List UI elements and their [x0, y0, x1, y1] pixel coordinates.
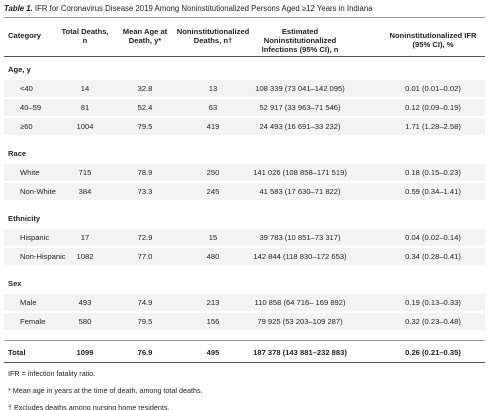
cell: 0.01 (0.01–0.02): [405, 84, 461, 93]
table-title: IFR for Coronavirus Disease 2019 Among N…: [34, 4, 373, 13]
column-header: Category: [8, 31, 41, 40]
cell: 39 783 (10 851–73 317): [259, 233, 341, 242]
cell: 14: [80, 84, 90, 93]
cell: 15: [208, 233, 218, 242]
cell: 156: [206, 317, 220, 326]
row-label: Hispanic: [20, 233, 50, 242]
rule: [4, 362, 485, 363]
cell: 79 925 (53 203–109 287): [257, 317, 343, 326]
row-label: Non-Hispanic: [20, 252, 66, 261]
cell: 1099: [76, 348, 94, 357]
row-band: [4, 313, 485, 330]
cell: 77.0: [137, 252, 153, 261]
row-label: <40: [20, 84, 33, 93]
footnote: IFR = infection fatality ratio.: [8, 369, 96, 378]
section-heading: Age, y: [8, 65, 31, 74]
cell: 213: [206, 298, 220, 307]
cell: 187 378 (143 881–232 883): [253, 348, 347, 357]
rule: [4, 17, 485, 18]
rule: [4, 56, 485, 57]
cell: 0.12 (0.09–0.19): [405, 103, 461, 112]
cell: 73.3: [137, 187, 153, 196]
cell: 78.9: [137, 168, 153, 177]
cell: 108 339 (73 041–142 095): [255, 84, 345, 93]
row-label: ≥60: [20, 122, 33, 131]
column-header: Noninstitutionalized Deaths, n†: [176, 27, 250, 45]
row-band: [4, 80, 485, 97]
row-label: Non-White: [20, 187, 56, 196]
cell: 493: [78, 298, 92, 307]
cell: 0.34 (0.28–0.41): [405, 252, 461, 261]
cell: 74.9: [137, 298, 153, 307]
cell: 32.8: [137, 84, 153, 93]
column-header: Estimated Noninstitutionalized Infection…: [261, 27, 339, 54]
footnote: * Mean age in years at the time of death…: [8, 386, 203, 395]
cell: 110 858 (64 716– 169 892): [254, 298, 346, 307]
column-header: Noninstitutionalized IFR (95% CI), %: [389, 31, 477, 49]
cell: 419: [206, 122, 220, 131]
cell: 0.32 (0.23–0.48): [405, 317, 461, 326]
cell: 1082: [76, 252, 94, 261]
cell: 580: [78, 317, 92, 326]
cell: 24 493 (16 691–33 232): [259, 122, 341, 131]
row-label: Total: [8, 348, 26, 357]
cell: 17: [80, 233, 90, 242]
cell: 495: [206, 348, 220, 357]
cell: 13: [208, 84, 218, 93]
rule: [4, 340, 485, 341]
section-heading: Ethnicity: [8, 214, 41, 223]
cell: 76.9: [137, 348, 153, 357]
column-header: Mean Age at Death, y*: [122, 27, 168, 45]
cell: 715: [78, 168, 92, 177]
cell: 480: [206, 252, 220, 261]
cell: 245: [206, 187, 220, 196]
row-band: [4, 99, 485, 116]
cell: 0.59 (0.34–1.41): [405, 187, 461, 196]
cell: 63: [208, 103, 218, 112]
table-label: Table 1.: [4, 4, 33, 13]
cell: 0.19 (0.13–0.33): [405, 298, 461, 307]
row-band: [4, 183, 485, 200]
row-label: White: [20, 168, 40, 177]
cell: 141 026 (108 858–171 519): [253, 168, 347, 177]
cell: 250: [206, 168, 220, 177]
cell: 52.4: [137, 103, 153, 112]
cell: 79.5: [137, 317, 153, 326]
cell: 41 583 (17 630–71 822): [259, 187, 341, 196]
cell: 0.18 (0.15–0.23): [405, 168, 461, 177]
row-band: [4, 248, 485, 265]
row-band: [4, 229, 485, 246]
section-heading: Race: [8, 149, 27, 158]
cell: 52 917 (33 963–71 546): [259, 103, 341, 112]
cell: 0.26 (0.21–0.35): [405, 348, 461, 357]
row-band: [4, 164, 485, 181]
cell: 142 844 (118 830–172 653): [253, 252, 347, 261]
row-label: Female: [20, 317, 46, 326]
cell: 79.5: [137, 122, 153, 131]
cell: 81: [80, 103, 90, 112]
column-header: Total Deaths, n: [61, 27, 109, 45]
row-band: [4, 294, 485, 311]
row-label: Male: [20, 298, 37, 307]
row-band: [4, 118, 485, 135]
section-heading: Sex: [8, 279, 22, 288]
cell: 1.71 (1.28–2.58): [405, 122, 461, 131]
title-line: Table 1. IFR for Coronavirus Disease 201…: [4, 4, 373, 13]
row-label: 40–59: [20, 103, 42, 112]
cell: 0.04 (0.02–0.14): [405, 233, 461, 242]
footnote: † Excludes deaths among nursing home res…: [8, 403, 170, 410]
cell: 72.9: [137, 233, 153, 242]
cell: 384: [78, 187, 92, 196]
cell: 1004: [76, 122, 94, 131]
